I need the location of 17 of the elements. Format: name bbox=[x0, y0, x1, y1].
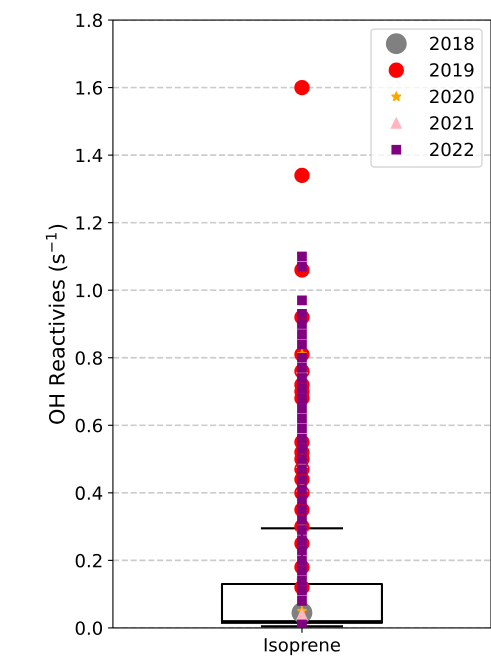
y-tick-label: 1.4 bbox=[76, 148, 102, 162]
legend-label: 2021 bbox=[430, 116, 474, 130]
legend-label: 2019 bbox=[430, 63, 474, 77]
x-tick-label: Isoprene bbox=[264, 638, 340, 656]
y-tick-label: 0.0 bbox=[76, 621, 102, 636]
y-tick-label: 0.6 bbox=[76, 418, 102, 432]
y-axis-title: OH Reactivies (s$^{−1}$) bbox=[46, 224, 68, 424]
y-tick-label: 0.4 bbox=[76, 486, 102, 500]
y-tick-label: 1.2 bbox=[76, 216, 102, 230]
y-tick-label: 1.6 bbox=[76, 81, 102, 95]
y-tick-label: 0.2 bbox=[76, 554, 102, 568]
legend-label: 2018 bbox=[430, 36, 474, 50]
y-tick-label: 1.8 bbox=[76, 14, 102, 28]
y-tick-label: 1.0 bbox=[76, 284, 102, 298]
legend-label: 2020 bbox=[430, 90, 474, 104]
y-tick-label: 0.8 bbox=[76, 351, 102, 365]
legend-label: 2022 bbox=[430, 142, 473, 156]
